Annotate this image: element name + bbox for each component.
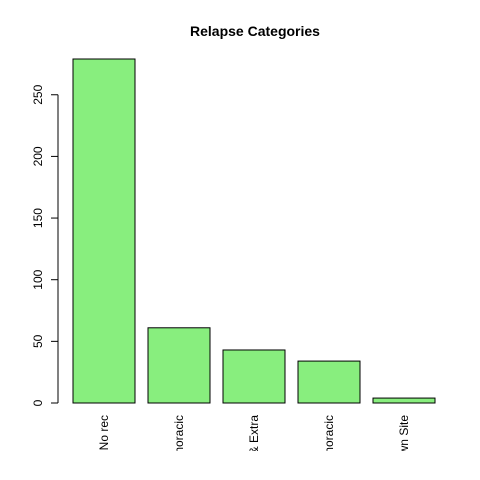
y-tick-label: 0	[31, 399, 45, 406]
y-tick-label: 150	[31, 208, 45, 228]
category-label: Intrathoracic	[172, 415, 186, 480]
category-label: No rec	[97, 415, 111, 450]
y-tick-label: 200	[31, 146, 45, 166]
y-tick-label: 100	[31, 269, 45, 289]
category-label: Unknown Site	[397, 415, 411, 480]
bar	[72, 58, 136, 404]
category-label: Intra & Extra	[247, 415, 261, 480]
bar	[222, 349, 286, 404]
bar	[147, 327, 211, 404]
bars	[72, 58, 436, 404]
category-labels: No rec Intrathoracic Intra & Extra Extratho…	[97, 415, 411, 480]
category-label: Extrathoracic	[322, 415, 336, 480]
bar	[297, 360, 361, 404]
y-tick-label: 250	[31, 84, 45, 104]
bar	[372, 397, 436, 404]
y-tick-label: 50	[31, 334, 45, 348]
y-axis: 0 50 100 150 200 250	[31, 84, 59, 406]
chart-title: Relapse Categories	[190, 23, 320, 39]
